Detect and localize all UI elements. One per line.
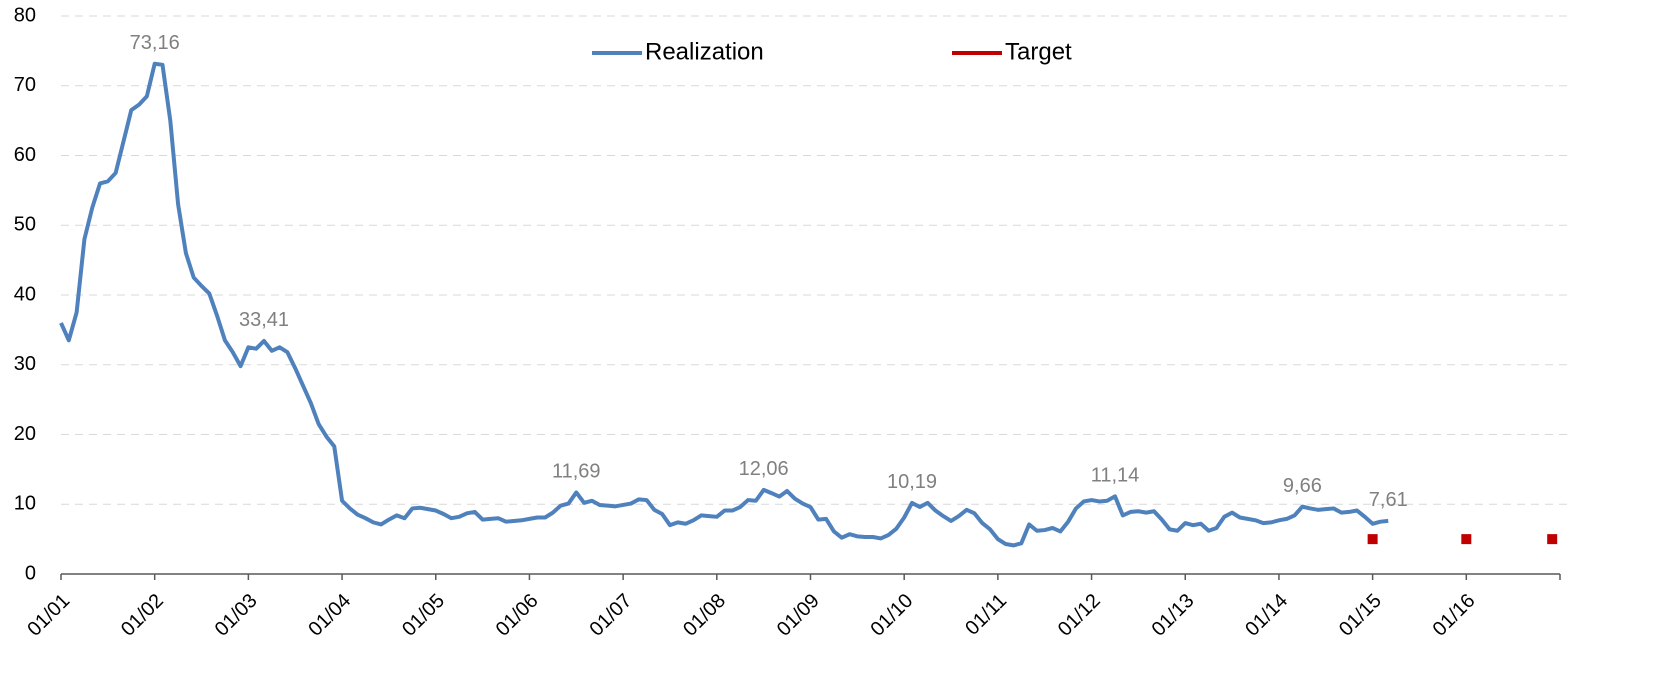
data-label: 7,61 [1369, 489, 1408, 511]
x-tick-label: 01/07 [585, 590, 636, 641]
x-tick-label: 01/03 [211, 590, 262, 641]
y-tick-label: 30 [14, 353, 36, 375]
x-tick-label: 01/14 [1241, 590, 1292, 641]
data-label: 12,06 [739, 458, 789, 480]
y-tick-label: 80 [14, 4, 36, 26]
y-tick-label: 40 [14, 283, 36, 305]
y-tick-label: 50 [14, 214, 36, 236]
target-marker [1547, 534, 1558, 545]
x-tick-label: 01/09 [773, 590, 824, 641]
x-tick-label: 01/12 [1054, 590, 1105, 641]
x-tick-label: 01/13 [1148, 590, 1199, 641]
y-tick-label: 10 [14, 493, 36, 515]
legend-label: Target [1005, 38, 1072, 65]
target-marker [1461, 534, 1472, 545]
data-label: 33,41 [239, 309, 289, 331]
data-label: 10,19 [887, 471, 937, 493]
x-tick-label: 01/16 [1429, 590, 1480, 641]
x-tick-label: 01/02 [117, 590, 168, 641]
x-tick-label: 01/06 [492, 590, 543, 641]
x-tick-label: 01/04 [304, 590, 355, 641]
data-label: 9,66 [1283, 475, 1322, 497]
legend-label: Realization [645, 38, 764, 65]
data-label: 73,16 [130, 32, 180, 54]
y-tick-label: 60 [14, 144, 36, 166]
series-line [59, 61, 1389, 548]
data-label: 11,69 [552, 461, 601, 483]
x-tick-label: 01/10 [867, 590, 918, 641]
y-tick-label: 20 [14, 423, 36, 445]
x-tick-label: 01/11 [961, 590, 1011, 640]
target-marker [1367, 534, 1378, 545]
y-tick-label: 70 [14, 74, 36, 96]
x-tick-label: 01/08 [679, 590, 730, 641]
y-tick-label: 0 [25, 562, 36, 584]
x-tick-label: 01/05 [398, 590, 449, 641]
data-label: 11,14 [1091, 465, 1140, 487]
x-tick-label: 01/15 [1335, 590, 1386, 641]
x-tick-label: 01/01 [23, 590, 74, 641]
